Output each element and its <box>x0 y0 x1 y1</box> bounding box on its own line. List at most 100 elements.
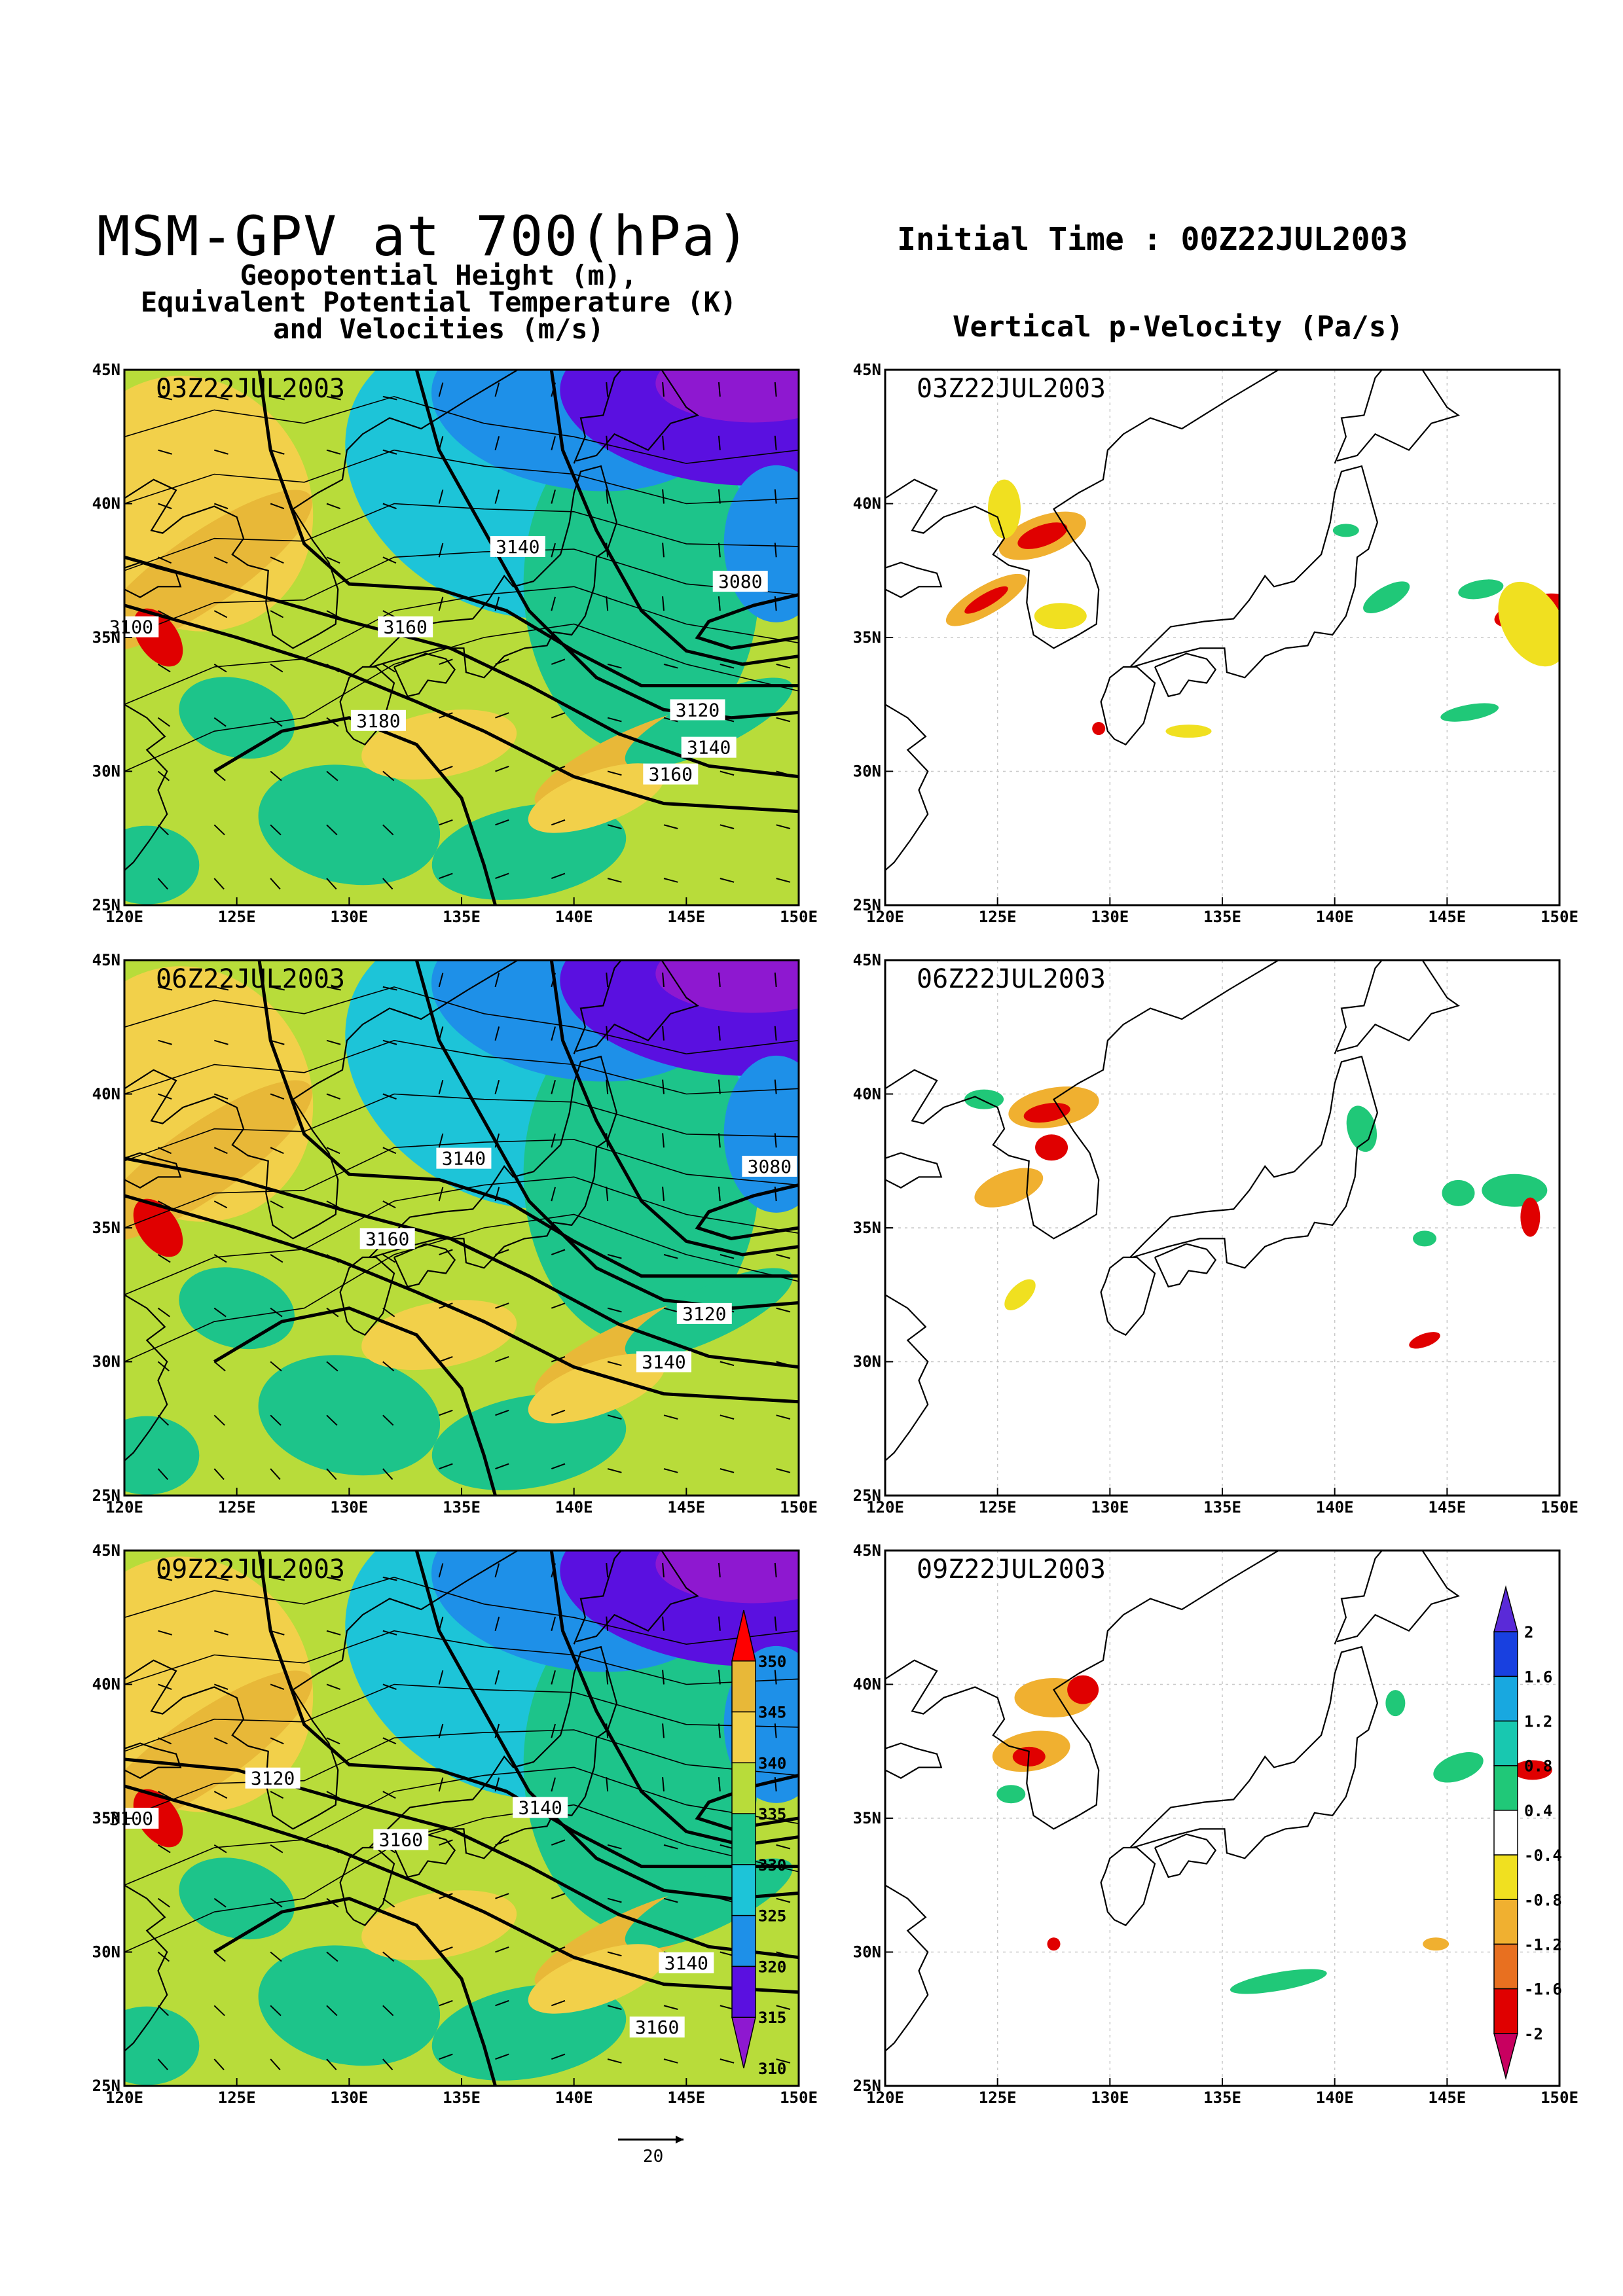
theta-e-contour <box>124 623 799 772</box>
omega-region <box>1512 1760 1552 1780</box>
omega-region <box>1034 603 1087 630</box>
wind-vector <box>438 1563 444 1578</box>
contour-label: 3120 <box>676 699 720 721</box>
lon-tick-label: 145E <box>1428 908 1466 926</box>
wind-vector <box>382 878 393 890</box>
wind-vector <box>157 1254 171 1263</box>
axis-ticks: 120E 125E 130E 135E 140E 145E 150E 25N 30N 35N 40N… <box>853 361 1578 926</box>
coastline <box>573 370 622 464</box>
wind-vector <box>158 1147 172 1155</box>
wind-vector <box>214 449 228 455</box>
contour-label: 3160 <box>365 1228 409 1249</box>
lon-tick-label: 135E <box>1203 908 1241 926</box>
wind-vector <box>438 1026 444 1041</box>
wind-vector <box>494 436 500 450</box>
lon-tick-label: 135E <box>443 2089 481 2107</box>
omega-shading <box>885 960 1559 1496</box>
wind-vector <box>774 1616 777 1631</box>
wind-vector <box>270 1307 283 1318</box>
wind-vector <box>718 596 721 611</box>
lat-tick-label: 30N <box>853 1353 881 1371</box>
coastline <box>1336 1551 1460 1643</box>
axis-ticks: 120E 125E 130E 135E 140E 145E 150E 25N 30N 35N 40N… <box>92 361 818 926</box>
coastline <box>885 1884 929 2052</box>
coastline <box>885 1294 929 1462</box>
wind-vector <box>439 1409 453 1416</box>
coastline <box>124 704 168 871</box>
theta-e-contour <box>124 1577 799 1645</box>
lat-tick-label: 30N <box>853 1943 881 1962</box>
panel-time-label: 06Z22JUL2003 <box>156 964 345 994</box>
wind-vector <box>495 819 509 826</box>
wind-vector <box>551 973 556 988</box>
wind-vector <box>213 1844 227 1854</box>
theta-e-contour <box>124 1039 799 1095</box>
wind-vector <box>213 878 225 890</box>
wind-vectors <box>157 1562 791 2071</box>
wind-vector <box>270 610 284 619</box>
wind-vector <box>551 1946 566 1953</box>
wind-vector <box>382 1147 397 1155</box>
wind-vector <box>214 986 229 991</box>
shaded-region <box>655 960 799 1013</box>
wind-vector <box>270 2058 281 2071</box>
theta-e-contour <box>124 1093 799 1162</box>
wind-vector <box>606 382 609 397</box>
contour-label: 3080 <box>718 571 762 592</box>
colorbar-label: -1.6 <box>1524 1981 1562 1999</box>
shaded-region <box>124 825 200 905</box>
wind-vector <box>551 382 556 397</box>
shaded-region <box>179 1857 295 1940</box>
shaded-region <box>528 763 665 833</box>
contour-label: 3140 <box>518 1797 562 1819</box>
wind-vector <box>213 610 228 619</box>
wind-vector <box>213 2005 225 2017</box>
lat-tick-label: 45N <box>92 951 120 969</box>
wind-vector <box>662 1777 665 1792</box>
wind-vector <box>551 1187 556 1202</box>
axis-ticks: 120E 125E 130E 135E 140E 145E 150E 25N 30N 35N 40N… <box>92 1541 818 2107</box>
wind-vector <box>494 1133 500 1148</box>
lon-tick-label: 130E <box>1091 2089 1129 2107</box>
contour-label-box <box>245 1767 301 1789</box>
wind-vector <box>157 2058 168 2071</box>
wind-vector <box>213 1791 228 1799</box>
wind-vector <box>382 1039 397 1045</box>
wind-vector <box>270 717 283 727</box>
wind-vector <box>270 1093 285 1100</box>
coastline <box>885 370 1279 649</box>
wind-vector <box>551 872 566 880</box>
wind-vector <box>607 2005 622 2010</box>
lon-tick-label: 120E <box>866 2089 904 2107</box>
wind-vector <box>607 1253 622 1259</box>
lon-tick-label: 140E <box>555 908 593 926</box>
omega-region <box>1017 522 1068 549</box>
wind-vector <box>776 1897 791 1903</box>
lat-tick-label: 40N <box>92 1676 120 1694</box>
wind-vector <box>213 1093 228 1100</box>
colorbar-segment <box>731 1762 756 1814</box>
wind-vector <box>382 556 397 564</box>
wind-vector <box>607 663 622 669</box>
wind-vector <box>326 1307 339 1318</box>
theta-e-contour <box>124 1767 799 1886</box>
wind-vector <box>439 1249 453 1255</box>
lat-tick-label: 45N <box>853 361 881 379</box>
lat-tick-label: 45N <box>853 951 881 969</box>
colorbar-segment <box>1493 1943 1518 1990</box>
wind-vector <box>382 1307 395 1318</box>
wind-vector <box>662 1187 665 1202</box>
shaded-region <box>124 995 242 1113</box>
omega-region <box>1363 581 1410 613</box>
colorbar-label: -1.2 <box>1524 1935 1562 1954</box>
subtitle-line-3: and Velocities (m/s) <box>273 313 604 345</box>
figure-title: MSM-GPV at 700(hPa) <box>97 204 751 268</box>
wind-vector <box>551 543 556 558</box>
coastline <box>369 465 618 679</box>
wind-vector <box>551 1463 566 1470</box>
lat-tick-label: 25N <box>853 1486 881 1505</box>
